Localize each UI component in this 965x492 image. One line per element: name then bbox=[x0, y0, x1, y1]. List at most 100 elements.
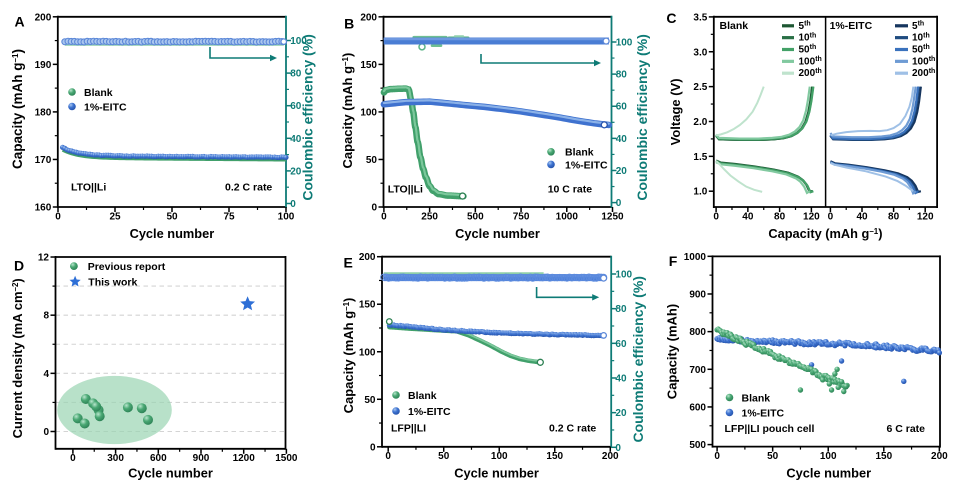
svg-text:50: 50 bbox=[366, 155, 378, 166]
svg-text:C: C bbox=[666, 10, 676, 26]
svg-text:A: A bbox=[15, 14, 25, 30]
svg-text:1.5: 1.5 bbox=[693, 152, 707, 163]
svg-text:0: 0 bbox=[714, 451, 720, 462]
svg-text:100: 100 bbox=[278, 211, 295, 222]
svg-text:100: 100 bbox=[290, 36, 307, 47]
svg-text:Voltage (V): Voltage (V) bbox=[668, 78, 683, 145]
svg-text:80: 80 bbox=[290, 69, 302, 80]
svg-text:Capacity (mAh g–1): Capacity (mAh g–1) bbox=[340, 53, 355, 169]
svg-text:190: 190 bbox=[35, 60, 52, 71]
svg-text:150: 150 bbox=[360, 60, 377, 71]
svg-text:LFP||LI pouch cell: LFP||LI pouch cell bbox=[725, 423, 815, 435]
svg-text:0: 0 bbox=[290, 199, 296, 210]
svg-text:10 C rate: 10 C rate bbox=[548, 184, 593, 196]
svg-text:Capacity (mAh g–1): Capacity (mAh g–1) bbox=[768, 226, 882, 241]
svg-text:1000: 1000 bbox=[556, 211, 579, 222]
svg-text:100th: 100th bbox=[912, 56, 935, 67]
svg-text:12: 12 bbox=[38, 253, 50, 264]
svg-text:20: 20 bbox=[290, 166, 302, 177]
svg-text:75: 75 bbox=[223, 211, 235, 222]
svg-text:500: 500 bbox=[689, 440, 706, 451]
svg-text:120: 120 bbox=[917, 211, 934, 222]
svg-text:1%-EITC: 1%-EITC bbox=[830, 20, 873, 32]
svg-text:Blank: Blank bbox=[565, 147, 594, 159]
svg-text:170: 170 bbox=[35, 155, 52, 166]
svg-text:200: 200 bbox=[35, 12, 52, 23]
svg-text:60: 60 bbox=[615, 339, 627, 350]
svg-text:Current density (mA cm–2): Current density (mA cm–2) bbox=[10, 278, 25, 438]
svg-text:Cycle number: Cycle number bbox=[454, 466, 539, 481]
svg-text:LTO||Li: LTO||Li bbox=[388, 184, 423, 196]
svg-text:Blank: Blank bbox=[84, 87, 113, 99]
svg-text:25: 25 bbox=[109, 211, 121, 222]
svg-text:Cycle number: Cycle number bbox=[786, 466, 871, 481]
svg-text:Coulombic efficiency (%): Coulombic efficiency (%) bbox=[300, 34, 316, 200]
svg-text:100: 100 bbox=[360, 107, 377, 118]
svg-text:Previous report: Previous report bbox=[88, 261, 166, 273]
svg-text:80: 80 bbox=[774, 211, 786, 222]
svg-text:200th: 200th bbox=[912, 68, 935, 79]
svg-text:80: 80 bbox=[616, 70, 628, 81]
svg-text:200: 200 bbox=[360, 12, 377, 23]
svg-text:0: 0 bbox=[70, 453, 76, 464]
svg-text:0: 0 bbox=[43, 427, 49, 438]
svg-text:40: 40 bbox=[616, 134, 628, 145]
svg-text:50th: 50th bbox=[799, 44, 817, 55]
svg-text:Blank: Blank bbox=[408, 390, 437, 402]
svg-text:160: 160 bbox=[35, 203, 52, 214]
svg-text:800: 800 bbox=[689, 327, 706, 338]
svg-text:1%-EITC: 1%-EITC bbox=[84, 102, 127, 114]
svg-text:2.5: 2.5 bbox=[693, 82, 707, 93]
svg-text:750: 750 bbox=[513, 211, 530, 222]
svg-text:50: 50 bbox=[767, 451, 779, 462]
svg-text:B: B bbox=[344, 16, 354, 32]
svg-text:5th: 5th bbox=[912, 21, 924, 32]
svg-text:F: F bbox=[669, 253, 678, 269]
svg-text:6 C rate: 6 C rate bbox=[887, 423, 926, 435]
svg-text:500: 500 bbox=[467, 211, 484, 222]
svg-text:80: 80 bbox=[888, 211, 900, 222]
svg-text:700: 700 bbox=[689, 365, 706, 376]
svg-text:Capacity (mAh): Capacity (mAh) bbox=[665, 304, 680, 399]
svg-text:Blank: Blank bbox=[742, 393, 771, 405]
svg-text:0: 0 bbox=[713, 211, 719, 222]
svg-text:10th: 10th bbox=[799, 32, 817, 43]
svg-text:1.0: 1.0 bbox=[693, 187, 707, 198]
svg-text:20: 20 bbox=[615, 408, 627, 419]
svg-text:0: 0 bbox=[616, 198, 622, 209]
svg-text:150: 150 bbox=[359, 300, 376, 311]
svg-text:180: 180 bbox=[35, 107, 52, 118]
svg-text:1200: 1200 bbox=[233, 453, 256, 464]
svg-text:40: 40 bbox=[615, 373, 627, 384]
svg-text:120: 120 bbox=[803, 211, 820, 222]
svg-text:900: 900 bbox=[193, 453, 210, 464]
svg-text:300: 300 bbox=[107, 453, 124, 464]
svg-text:0.2 C rate: 0.2 C rate bbox=[225, 182, 272, 194]
svg-text:4: 4 bbox=[43, 369, 49, 380]
svg-text:20: 20 bbox=[616, 166, 628, 177]
svg-text:0: 0 bbox=[828, 211, 834, 222]
svg-text:0.2 C rate: 0.2 C rate bbox=[549, 423, 596, 435]
svg-text:LFP||LI: LFP||LI bbox=[391, 423, 426, 435]
svg-text:3.0: 3.0 bbox=[693, 47, 707, 58]
svg-text:Cycle number: Cycle number bbox=[130, 226, 215, 241]
svg-text:600: 600 bbox=[150, 453, 167, 464]
svg-text:100: 100 bbox=[491, 451, 508, 462]
svg-text:900: 900 bbox=[689, 289, 706, 300]
svg-text:600: 600 bbox=[689, 402, 706, 413]
svg-text:2.0: 2.0 bbox=[693, 117, 707, 128]
svg-text:Blank: Blank bbox=[720, 20, 749, 32]
svg-text:10th: 10th bbox=[912, 32, 930, 43]
svg-text:100: 100 bbox=[615, 270, 632, 281]
svg-text:0: 0 bbox=[371, 203, 377, 214]
svg-text:150: 150 bbox=[546, 451, 563, 462]
svg-text:100th: 100th bbox=[799, 56, 822, 67]
svg-text:100: 100 bbox=[820, 451, 837, 462]
svg-text:50: 50 bbox=[364, 395, 376, 406]
svg-text:200th: 200th bbox=[799, 68, 822, 79]
svg-text:50: 50 bbox=[166, 211, 178, 222]
svg-text:250: 250 bbox=[421, 211, 438, 222]
svg-text:100: 100 bbox=[616, 38, 633, 49]
svg-text:0: 0 bbox=[385, 451, 391, 462]
svg-text:1000: 1000 bbox=[684, 252, 707, 263]
